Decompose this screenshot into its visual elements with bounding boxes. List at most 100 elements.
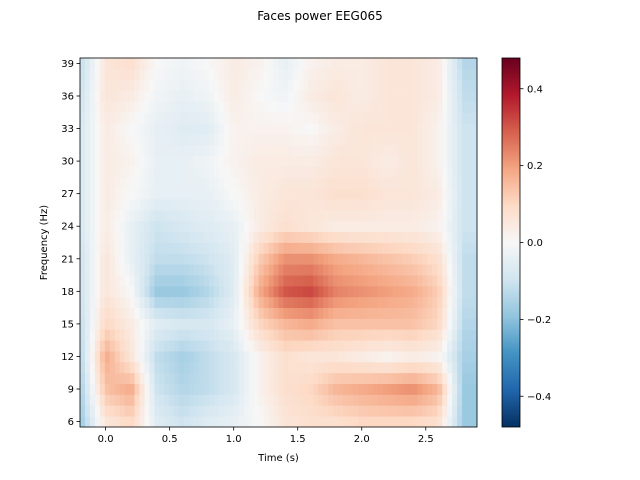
- heatmap-cell: [372, 231, 379, 243]
- heatmap-cell: [273, 155, 279, 167]
- heatmap-cell: [347, 166, 354, 178]
- heatmap-cell: [104, 209, 111, 222]
- heatmap-cell: [338, 242, 344, 254]
- heatmap-cell: [437, 90, 443, 102]
- heatmap-cell: [333, 405, 339, 417]
- heatmap-cell: [174, 209, 180, 222]
- heatmap-cell: [298, 340, 304, 352]
- heatmap-cell: [144, 90, 150, 102]
- heatmap-cell: [109, 79, 116, 91]
- heatmap-cell: [213, 307, 220, 319]
- heatmap-cell: [392, 329, 398, 341]
- heatmap-cell: [467, 405, 473, 417]
- heatmap-cell: [293, 177, 299, 189]
- heatmap-cell: [343, 231, 349, 243]
- heatmap-cell: [432, 329, 438, 341]
- heatmap-cell: [253, 177, 260, 189]
- heatmap-cell: [372, 351, 379, 363]
- heatmap-cell: [273, 133, 279, 146]
- heatmap-cell: [462, 372, 468, 384]
- heatmap-cell: [139, 133, 145, 146]
- heatmap-cell: [283, 177, 289, 189]
- heatmap-cell: [213, 144, 220, 157]
- heatmap-cell: [288, 199, 294, 211]
- heatmap-cell: [343, 79, 349, 91]
- heatmap-cell: [154, 383, 160, 395]
- heatmap-cell: [233, 144, 240, 157]
- heatmap-cell: [174, 112, 180, 124]
- heatmap-cell: [139, 394, 145, 406]
- heatmap-cell: [372, 101, 379, 113]
- heatmap-cell: [119, 68, 126, 81]
- heatmap-cell: [213, 112, 220, 124]
- heatmap-cell: [94, 383, 101, 395]
- heatmap-cell: [293, 318, 299, 330]
- heatmap-cell: [154, 351, 160, 363]
- heatmap-cell: [347, 58, 354, 70]
- heatmap-cell: [362, 296, 369, 309]
- heatmap-cell: [223, 166, 230, 178]
- heatmap-cell: [457, 101, 463, 113]
- heatmap-cell: [427, 351, 433, 363]
- heatmap-cell: [223, 361, 230, 374]
- heatmap-cell: [333, 90, 339, 102]
- heatmap-cell: [263, 405, 269, 417]
- heatmap-cell: [298, 90, 304, 102]
- heatmap-cell: [347, 275, 354, 287]
- heatmap-cell: [268, 112, 274, 124]
- heatmap-cell: [352, 405, 359, 417]
- heatmap-cell: [347, 242, 354, 254]
- heatmap-cell: [457, 405, 463, 417]
- heatmap-cell: [293, 68, 299, 81]
- heatmap-cell: [223, 253, 230, 265]
- heatmap-cell: [134, 123, 140, 135]
- heatmap-cell: [149, 220, 155, 233]
- heatmap-cell: [397, 101, 403, 113]
- heatmap-cell: [204, 199, 210, 211]
- heatmap-cell: [109, 177, 116, 189]
- heatmap-cell: [228, 166, 235, 178]
- heatmap-cell: [218, 383, 225, 395]
- heatmap-cell: [372, 177, 379, 189]
- heatmap-cell: [89, 394, 96, 406]
- heatmap-cell: [164, 361, 170, 374]
- heatmap-cell: [273, 79, 279, 91]
- heatmap-cell: [119, 242, 126, 254]
- heatmap-cell: [204, 285, 210, 298]
- heatmap-cell: [194, 318, 200, 330]
- heatmap-cell: [338, 133, 344, 146]
- heatmap-cell: [174, 394, 180, 406]
- heatmap-cell: [89, 318, 96, 330]
- heatmap-cell: [80, 264, 86, 276]
- heatmap-cell: [94, 209, 101, 222]
- heatmap-cell: [159, 90, 165, 102]
- heatmap-cell: [94, 231, 101, 243]
- heatmap-cell: [303, 199, 309, 211]
- heatmap-cell: [194, 351, 200, 363]
- heatmap-cell: [223, 307, 230, 319]
- heatmap-cell: [273, 166, 279, 178]
- heatmap-cell: [392, 209, 398, 222]
- heatmap-cell: [104, 177, 111, 189]
- heatmap-cell: [159, 112, 165, 124]
- heatmap-cell: [124, 242, 131, 254]
- heatmap-cell: [179, 209, 185, 222]
- heatmap-cell: [129, 318, 135, 330]
- heatmap-cell: [253, 394, 260, 406]
- heatmap-cell: [124, 394, 131, 406]
- heatmap-cell: [402, 58, 408, 70]
- heatmap-cell: [104, 79, 111, 91]
- heatmap-cell: [308, 372, 314, 384]
- heatmap-cell: [283, 361, 289, 374]
- heatmap-cell: [268, 351, 274, 363]
- heatmap-cell: [114, 275, 121, 287]
- heatmap-cell: [432, 253, 438, 265]
- heatmap-cell: [288, 340, 294, 352]
- heatmap-cell: [94, 372, 101, 384]
- heatmap-cell: [417, 209, 423, 222]
- heatmap-cell: [372, 144, 379, 157]
- heatmap-cell: [367, 220, 374, 233]
- heatmap-cell: [179, 231, 185, 243]
- heatmap-cell: [258, 199, 265, 211]
- heatmap-cell: [382, 177, 389, 189]
